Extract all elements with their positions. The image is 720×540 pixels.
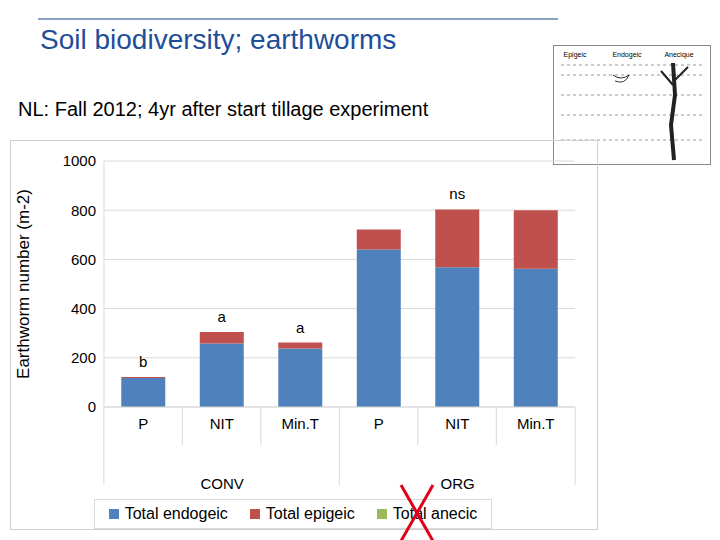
svg-text:200: 200: [71, 349, 96, 366]
svg-text:1000: 1000: [63, 152, 96, 169]
svg-text:ORG: ORG: [440, 475, 474, 492]
svg-text:800: 800: [71, 202, 96, 219]
svg-text:a: a: [296, 319, 305, 336]
svg-text:400: 400: [71, 300, 96, 317]
svg-text:P: P: [374, 415, 384, 432]
svg-text:ns: ns: [449, 185, 465, 202]
svg-text:NIT: NIT: [210, 415, 234, 432]
svg-text:Min.T: Min.T: [517, 415, 555, 432]
html-text:Total epigeic: Total epigeic: [265, 505, 355, 522]
svg-text:CONV: CONV: [200, 475, 243, 492]
html-text:Total anecic: Total anecic: [392, 505, 478, 522]
svg-text:Earthworm number (m-2): Earthworm number (m-2): [14, 189, 33, 379]
html-text:Soil biodiversity; earthworms: Soil biodiversity; earthworms: [40, 24, 397, 55]
svg-text:P: P: [138, 415, 148, 432]
svg-text:Min.T: Min.T: [282, 415, 320, 432]
svg-text:b: b: [139, 353, 147, 370]
html-text:Total endogeic: Total endogeic: [124, 505, 228, 522]
svg-text:Epigeic: Epigeic: [564, 51, 587, 59]
svg-text:0: 0: [88, 398, 96, 415]
svg-text:600: 600: [71, 251, 96, 268]
svg-text:Endogeic: Endogeic: [612, 51, 642, 59]
svg-text:a: a: [218, 308, 227, 325]
svg-text:NIT: NIT: [445, 415, 469, 432]
html-text:NL: Fall 2012; 4yr after start: NL: Fall 2012; 4yr after start tillage e…: [18, 98, 429, 120]
svg-text:Anecique: Anecique: [664, 51, 693, 59]
